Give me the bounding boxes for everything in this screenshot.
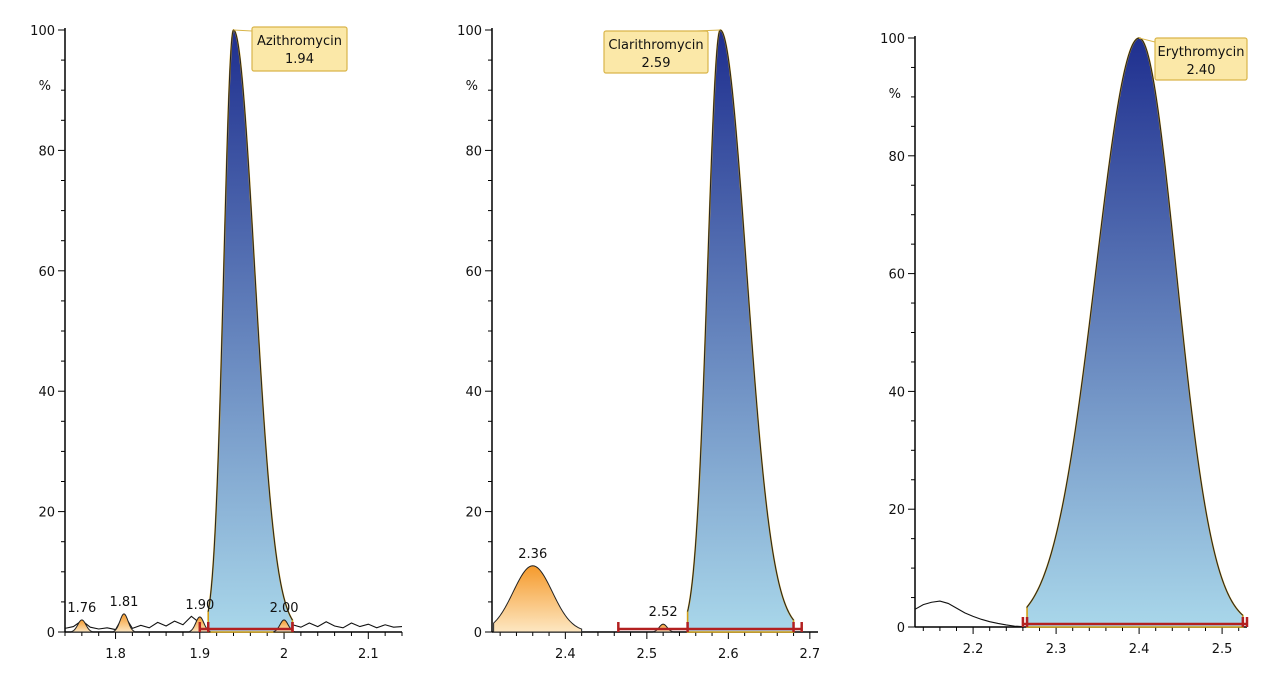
peak-callout-azithromycin: Azithromycin 1.94 [233, 26, 348, 72]
y-axis-label: % [466, 79, 478, 94]
y-tick-label: 80 [465, 144, 482, 159]
y-tick-label: 20 [38, 506, 55, 521]
main-peak-trace [207, 29, 293, 621]
y-tick-label: 100 [880, 32, 905, 47]
minor-peak-2.36 [493, 565, 583, 633]
callout-box [251, 26, 348, 72]
y-axis-label: % [39, 79, 51, 94]
x-tick-label: 2.5 [1212, 642, 1233, 657]
callout-leader [1138, 37, 1156, 43]
main-peak-area [207, 29, 294, 633]
y-tick-label: 80 [888, 150, 905, 165]
y-tick-label: 60 [888, 268, 905, 283]
minor-peak-1.81 [113, 613, 135, 633]
x-tick-label: 2 [280, 647, 288, 662]
chart-panel-clarithromycin: 0 20 40 60 80 100% 2.4 2.5 2.6 2.7 2.36 2.52 Clarith… [457, 24, 820, 662]
x-tick-label: 1.8 [105, 647, 126, 662]
x-tick-label: 2.4 [555, 647, 576, 662]
y-tick-label: 40 [888, 385, 905, 400]
x-tick-label: 2.1 [358, 647, 379, 662]
compound-name: Clarithromycin [608, 38, 703, 53]
y-tick-label: 80 [38, 144, 55, 159]
main-peak-trace [1026, 37, 1244, 616]
peak-rt-label: 2.52 [649, 605, 678, 620]
y-axis-label: % [889, 87, 901, 102]
y-tick-label: 60 [38, 265, 55, 280]
callout-box [1154, 37, 1248, 81]
chart-panel-azithromycin: 0 20 40 60 80 100% 1.8 1.9 2 2.1 1.76 1.81 1.90 2.00 A… [30, 24, 403, 662]
main-peak-area [1026, 37, 1244, 628]
noise-trace [292, 621, 403, 629]
peak-rt-label: 2.00 [270, 601, 299, 616]
x-tick-label: 2.2 [963, 642, 984, 657]
y-tick-label: 20 [465, 506, 482, 521]
y-tick-label: 40 [465, 385, 482, 400]
background-trace [914, 600, 1023, 628]
main-peak-area [686, 29, 795, 633]
peak-rt-label: 1.81 [109, 595, 138, 610]
retention-time: 2.59 [642, 56, 671, 71]
callout-box [603, 30, 709, 74]
y-tick-label: 20 [888, 503, 905, 518]
minor-peak-1.76 [71, 619, 93, 633]
peak-callout-erythromycin: Erythromycin 2.40 [1138, 37, 1248, 81]
peak-rt-label: 2.36 [518, 547, 547, 562]
x-tick-label: 2.7 [800, 647, 821, 662]
peak-rt-label: 1.76 [67, 601, 96, 616]
y-tick-label: 40 [38, 385, 55, 400]
y-tick-label: 0 [897, 621, 905, 636]
compound-name: Erythromycin [1158, 45, 1245, 60]
compound-name: Azithromycin [257, 34, 342, 49]
x-tick-label: 2.5 [637, 647, 658, 662]
peak-rt-label: 1.90 [185, 598, 214, 613]
y-tick-label: 0 [474, 626, 482, 641]
x-tick-label: 2.3 [1046, 642, 1067, 657]
y-tick-label: 100 [457, 24, 482, 39]
peak-callout-clarithromycin: Clarithromycin 2.59 [603, 29, 721, 74]
retention-time: 2.40 [1187, 63, 1216, 78]
callout-leader [233, 29, 253, 32]
x-tick-label: 2.4 [1129, 642, 1150, 657]
noise-trace [64, 613, 205, 631]
y-tick-label: 0 [47, 626, 55, 641]
x-tick-label: 2.6 [718, 647, 739, 662]
x-tick-label: 1.9 [189, 647, 210, 662]
chart-panel-erythromycin: 0 20 40 60 80 100% 2.2 2.3 2.4 2.5 Erythromycin 2.4… [880, 32, 1249, 657]
main-peak-trace [687, 29, 794, 621]
y-tick-label: 100 [30, 24, 55, 39]
retention-time: 1.94 [285, 52, 314, 67]
y-tick-label: 60 [465, 265, 482, 280]
